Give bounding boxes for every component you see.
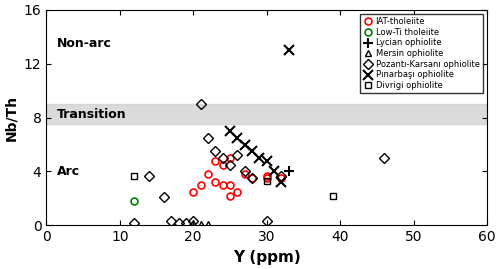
IAT-tholeiite (212, 159, 218, 162)
Pozantı-Karsanı ophiolite (168, 220, 174, 223)
Pozantı-Karsanı ophiolite (234, 154, 240, 157)
Pozantı-Karsanı ophiolite (264, 220, 270, 223)
Pozantı-Karsanı ophiolite (190, 220, 196, 223)
Pozantı-Karsanı ophiolite (381, 156, 387, 160)
Line: Divrigi ophiolite: Divrigi ophiolite (131, 172, 336, 199)
Pozantı-Karsanı ophiolite (205, 136, 211, 139)
Line: Mersin ophiolite: Mersin ophiolite (190, 220, 212, 228)
Divrigi ophiolite (330, 194, 336, 197)
IAT-tholeiite (212, 181, 218, 184)
IAT-tholeiite (227, 183, 233, 187)
Pınarbaşı ophiolite (286, 48, 292, 52)
Line: Pozantı-Karsanı ophiolite: Pozantı-Karsanı ophiolite (131, 101, 388, 226)
IAT-tholeiite (264, 177, 270, 180)
IAT-tholeiite (278, 177, 284, 180)
Divrigi ophiolite (264, 179, 270, 183)
Divrigi ophiolite (132, 174, 138, 177)
Pınarbaşı ophiolite (242, 143, 248, 146)
Pınarbaşı ophiolite (234, 136, 240, 139)
Pozantı-Karsanı ophiolite (220, 156, 226, 160)
Pozantı-Karsanı ophiolite (132, 221, 138, 224)
Pozantı-Karsanı ophiolite (176, 221, 182, 224)
IAT-tholeiite (227, 156, 233, 160)
IAT-tholeiite (249, 177, 255, 180)
Pozantı-Karsanı ophiolite (212, 150, 218, 153)
Pozantı-Karsanı ophiolite (249, 177, 255, 180)
Mersin ophiolite (190, 222, 196, 225)
IAT-tholeiite (264, 174, 270, 177)
Text: Transition: Transition (58, 108, 127, 121)
Pozantı-Karsanı ophiolite (278, 174, 284, 177)
Pınarbaşı ophiolite (227, 129, 233, 133)
Mersin ophiolite (198, 222, 203, 226)
IAT-tholeiite (242, 172, 248, 176)
Pınarbaşı ophiolite (271, 170, 277, 173)
Pınarbaşı ophiolite (249, 150, 255, 153)
Line: Pınarbaşı ophiolite: Pınarbaşı ophiolite (225, 45, 294, 187)
Pınarbaşı ophiolite (278, 181, 284, 184)
Pozantı-Karsanı ophiolite (227, 163, 233, 166)
IAT-tholeiite (190, 190, 196, 193)
Pınarbaşı ophiolite (256, 156, 262, 160)
Bar (46, 104, 487, 124)
Pınarbaşı ophiolite (264, 159, 270, 162)
Text: Arc: Arc (58, 165, 80, 178)
IAT-tholeiite (205, 172, 211, 176)
Pozantı-Karsanı ophiolite (198, 102, 203, 106)
Pozantı-Karsanı ophiolite (161, 196, 167, 199)
X-axis label: Y (ppm): Y (ppm) (233, 250, 300, 265)
IAT-tholeiite (220, 163, 226, 166)
Mersin ophiolite (205, 222, 211, 226)
Pozantı-Karsanı ophiolite (146, 174, 152, 177)
Text: Non-arc: Non-arc (58, 37, 112, 50)
Pozantı-Karsanı ophiolite (183, 221, 189, 224)
IAT-tholeiite (220, 183, 226, 187)
IAT-tholeiite (234, 190, 240, 193)
Y-axis label: Nb/Th: Nb/Th (4, 94, 18, 141)
IAT-tholeiite (198, 183, 203, 187)
IAT-tholeiite (227, 194, 233, 197)
Line: IAT-tholeiite: IAT-tholeiite (190, 154, 285, 199)
Legend: IAT-tholeiite, Low-Ti tholeiite, Lycian ophiolite, Mersin ophiolite, Pozantı-Kar: IAT-tholeiite, Low-Ti tholeiite, Lycian … (360, 14, 483, 94)
Pozantı-Karsanı ophiolite (242, 170, 248, 173)
